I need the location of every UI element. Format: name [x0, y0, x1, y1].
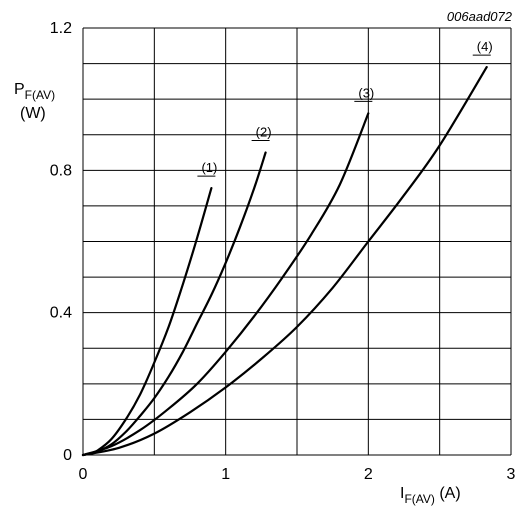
- y-tick-label: 0: [63, 447, 72, 464]
- series-group: (1) (2) (3) (4): [81, 39, 493, 457]
- y-axis-unit: (W): [20, 105, 46, 122]
- y-tick-label: 0.4: [50, 305, 72, 322]
- y-tick-label: 0.8: [50, 162, 72, 179]
- series-line-4: [81, 66, 488, 457]
- tick-labels: 0 1 2 3 0 0.4 0.8 1.2: [50, 20, 516, 483]
- x-tick-label: 0: [79, 466, 88, 483]
- series-line-2: [81, 151, 267, 457]
- x-tick-label: 1: [221, 466, 230, 483]
- series-label-3: (3): [358, 85, 374, 100]
- x-axis-label-main: I: [400, 485, 404, 502]
- x-tick-label: 2: [364, 466, 373, 483]
- series-line-3: [81, 112, 370, 457]
- x-axis-label-unit: (A): [435, 485, 461, 502]
- y-axis-label: PF(AV): [14, 81, 55, 102]
- x-axis-label-sub: F(AV): [404, 492, 434, 506]
- y-axis-label-main: P: [14, 81, 25, 98]
- plot-grid: [82, 27, 512, 456]
- series-label-2: (2): [256, 125, 272, 140]
- series-label-1: (1): [201, 160, 217, 175]
- x-axis-label: IF(AV) (A): [400, 485, 461, 506]
- x-tick-label: 3: [507, 466, 516, 483]
- series-label-4: (4): [477, 39, 493, 54]
- series-line-1: [81, 187, 213, 457]
- y-axis-label-sub: F(AV): [25, 88, 55, 102]
- y-tick-label: 1.2: [50, 20, 72, 37]
- figure-code: 006aad072: [447, 9, 513, 24]
